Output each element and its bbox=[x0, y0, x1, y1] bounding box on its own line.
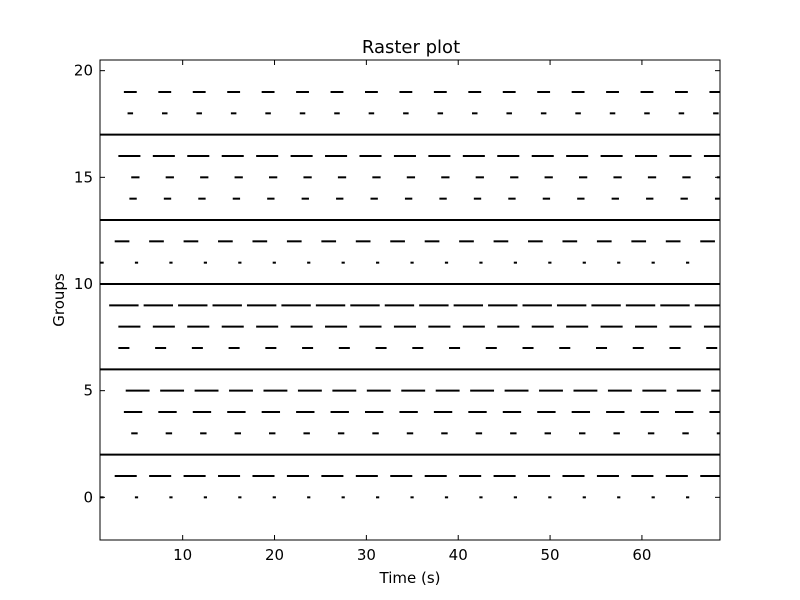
x-axis-label: Time (s) bbox=[379, 569, 441, 587]
y-tick-label: 20 bbox=[74, 62, 93, 80]
y-tick-label: 0 bbox=[83, 488, 93, 506]
y-tick-label: 15 bbox=[74, 168, 93, 186]
x-tick-label: 50 bbox=[541, 546, 560, 564]
x-tick-label: 40 bbox=[449, 546, 468, 564]
plot-frame bbox=[99, 59, 721, 541]
y-axis-label: Groups bbox=[50, 273, 68, 327]
y-tick-label: 10 bbox=[74, 275, 93, 293]
x-tick-label: 10 bbox=[173, 546, 192, 564]
x-tick-label: 30 bbox=[357, 546, 376, 564]
x-axis-ticks: 10 20 30 40 50 60 bbox=[173, 60, 651, 564]
x-tick-label: 60 bbox=[632, 546, 651, 564]
x-tick-label: 20 bbox=[265, 546, 284, 564]
y-tick-label: 5 bbox=[83, 382, 93, 400]
y-axis-ticks: 0 5 10 15 20 bbox=[74, 62, 720, 506]
raster-events bbox=[100, 91, 720, 499]
chart-title: Raster plot bbox=[362, 37, 460, 58]
